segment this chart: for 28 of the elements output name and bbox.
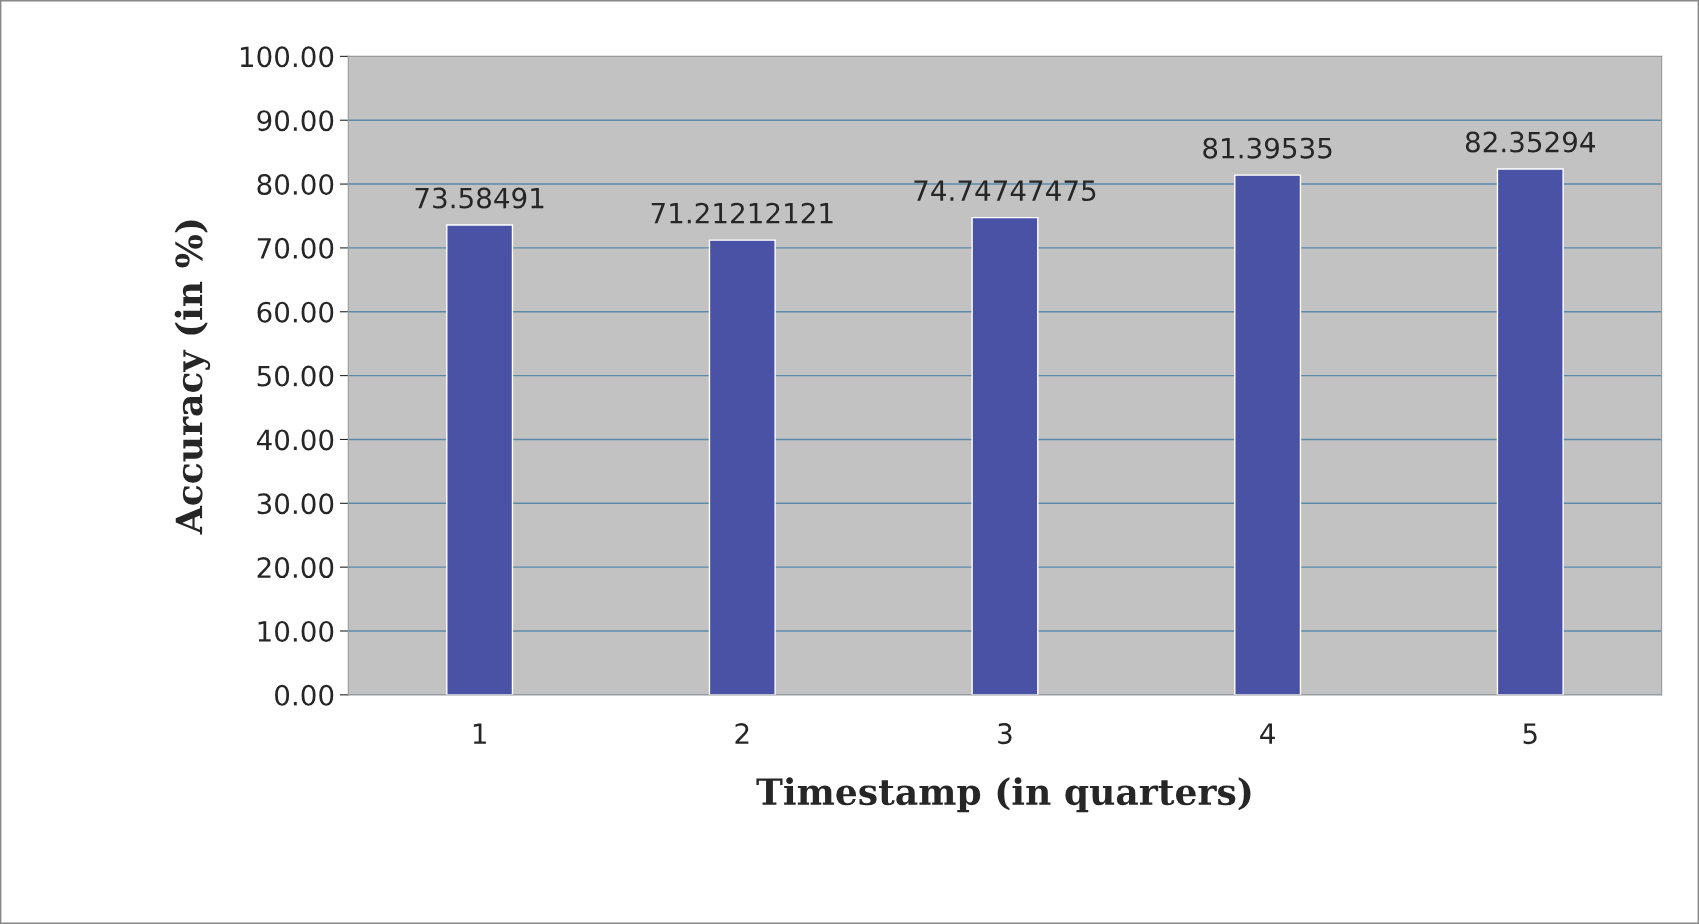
x-tick-label: 2: [735, 723, 749, 744]
y-tick-label: 0.00: [275, 684, 334, 706]
x-tick-label: 4: [1260, 723, 1275, 744]
bar: [708, 239, 776, 695]
x-tick-label: 5: [1523, 723, 1537, 745]
y-tick-label: 30.00: [257, 493, 334, 515]
bar: [971, 216, 1039, 695]
x-tick-label: 3: [998, 723, 1012, 745]
y-tick-label: 100.00: [240, 46, 334, 68]
x-axis-title: Timestamp (in quarters): [756, 777, 1251, 813]
data-label: 74.74747475: [914, 180, 1096, 202]
data-label: 71.21212121: [651, 202, 833, 224]
y-tick-label: 80.00: [257, 174, 334, 196]
data-label: 82.35294: [1465, 131, 1595, 153]
y-tick-label: 90.00: [257, 110, 334, 132]
bar: [1496, 168, 1564, 695]
y-tick-label: 60.00: [257, 301, 334, 323]
bar: [446, 224, 514, 695]
y-tick-label: 20.00: [257, 557, 334, 579]
x-tick-label: 1: [473, 723, 486, 744]
y-tick-label: 10.00: [258, 620, 334, 642]
y-tick-label: 70.00: [257, 237, 334, 259]
data-label: 81.39535: [1203, 137, 1332, 159]
y-tick-label: 50.00: [257, 365, 334, 387]
y-tick-label: 40.00: [256, 429, 334, 451]
bar: [1234, 174, 1302, 695]
data-label: 73.58491: [415, 187, 544, 209]
y-axis-title: Accuracy (in %): [174, 220, 211, 535]
